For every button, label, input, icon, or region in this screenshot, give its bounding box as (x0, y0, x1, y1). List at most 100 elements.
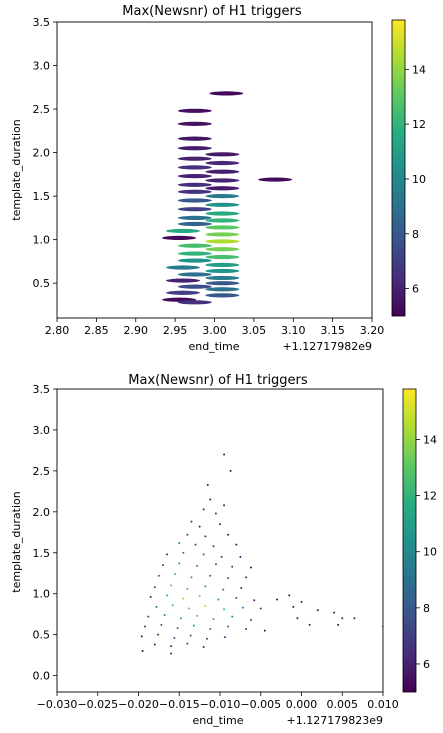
y-tick-label: 3.5 (33, 16, 51, 29)
chart-top: Max(Newsnr) of H1 triggers 2.80 2.85 2.90 2… (10, 4, 426, 353)
data-point-10 (186, 533, 189, 536)
data-point-40 (149, 596, 152, 599)
data-point-51 (223, 608, 226, 611)
data-point-54 (276, 598, 279, 601)
data-point-66 (212, 618, 215, 621)
x-tick-label: 0.010 (367, 698, 399, 711)
data-point-14 (205, 186, 240, 191)
data-points (162, 91, 293, 305)
data-point-5 (177, 146, 212, 151)
chart-title: Max(Newsnr) of H1 triggers (128, 373, 308, 388)
x-tick-label: 3.15 (320, 324, 345, 337)
data-point-0 (209, 91, 244, 96)
data-point-35 (166, 265, 200, 270)
x-tick-label: −0.015 (159, 698, 200, 711)
data-point-50 (204, 605, 207, 608)
x-tick-label: 0.000 (286, 698, 318, 711)
data-point-41 (177, 284, 212, 289)
data-point-2 (177, 108, 212, 113)
data-point-29 (174, 573, 177, 576)
data-point-25 (166, 228, 200, 234)
colorbar-tick-label: 14 (412, 63, 426, 76)
data-point-55 (288, 594, 291, 597)
data-point-3 (209, 498, 212, 501)
colorbar-tick-label: 6 (423, 658, 430, 671)
x-tick-label: 0.005 (327, 698, 359, 711)
data-point-30 (190, 576, 193, 579)
data-point-7 (177, 156, 212, 161)
data-point-33 (177, 258, 212, 263)
data-point-15 (212, 545, 215, 548)
data-point-40 (205, 281, 240, 286)
data-point-82 (173, 636, 176, 639)
data-point-71 (337, 623, 340, 626)
data-point-32 (205, 254, 240, 260)
data-point-87 (170, 645, 173, 648)
data-point-9 (177, 165, 212, 170)
x-tick-label: −0.030 (37, 698, 78, 711)
data-point-22 (205, 218, 240, 223)
data-point-38 (222, 588, 225, 591)
x-tick-label: 3.00 (202, 324, 227, 337)
colorbar-gradient (402, 388, 417, 693)
data-point-65 (196, 614, 199, 617)
colorbar: 6 8 10 12 14 (402, 388, 437, 693)
data-point-69 (296, 617, 299, 620)
y-tick-label: 2.0 (33, 506, 51, 519)
x-offset-label: +1.127179823e9 (287, 714, 383, 727)
x-tick-label: 2.95 (163, 324, 188, 337)
data-point-44 (217, 598, 220, 601)
data-point-24 (196, 564, 199, 567)
data-point-5 (214, 512, 217, 515)
data-point-33 (245, 576, 248, 579)
data-point-45 (235, 596, 238, 599)
data-point-85 (223, 636, 226, 639)
data-point-12 (227, 533, 230, 536)
data-point-28 (157, 574, 160, 577)
data-point-67 (231, 615, 234, 618)
data-point-27 (162, 235, 197, 241)
data-point-19 (177, 207, 212, 212)
y-tick-label: 3.0 (33, 60, 51, 73)
y-tick-label: 1.0 (33, 588, 51, 601)
data-point-8 (205, 160, 240, 166)
y-tick-label: 3.5 (33, 383, 51, 396)
x-axis-label: end_time (192, 714, 243, 727)
data-point-34 (205, 262, 240, 267)
y-tick-label: 0.5 (33, 277, 51, 290)
x-axis: −0.030 −0.025 −0.020 −0.015 −0.010 −0.005 0.00… (37, 692, 399, 711)
colorbar-tick-label: 8 (412, 228, 419, 241)
colorbar-tick-label: 10 (423, 546, 437, 559)
data-point-43 (166, 290, 200, 295)
data-point-29 (177, 243, 212, 248)
data-point-12 (205, 178, 240, 183)
data-point-28 (205, 239, 240, 244)
data-point-36 (186, 587, 189, 590)
data-point-52 (241, 606, 244, 609)
data-point-26 (231, 565, 234, 568)
colorbar-tick-label: 8 (423, 602, 430, 615)
data-point-31 (209, 574, 212, 577)
data-point-3 (177, 121, 212, 126)
data-point-35 (170, 584, 173, 587)
data-point-30 (205, 247, 240, 252)
chart-bottom: Max(Newsnr) of H1 triggers −0.030 −0.025−… (10, 373, 437, 727)
x-tick-label: −0.005 (240, 698, 281, 711)
y-tick-label: 1.5 (33, 547, 51, 560)
data-point-9 (219, 523, 221, 526)
x-tick-label: 2.85 (84, 324, 109, 337)
data-point-60 (341, 617, 344, 620)
data-point-86 (153, 643, 156, 646)
data-point-79 (263, 629, 266, 632)
data-point-36 (205, 268, 240, 274)
data-point-78 (245, 627, 248, 630)
data-point-63 (163, 614, 166, 617)
data-point-77 (227, 625, 230, 628)
colorbar: 6 8 10 12 14 (391, 19, 426, 317)
x-offset-label: +1.12717982e9 (283, 340, 372, 353)
data-point-72 (144, 625, 147, 628)
data-point-31 (177, 251, 212, 256)
data-point-61 (353, 617, 356, 620)
data-point-53 (259, 607, 262, 610)
data-point-75 (192, 624, 195, 627)
